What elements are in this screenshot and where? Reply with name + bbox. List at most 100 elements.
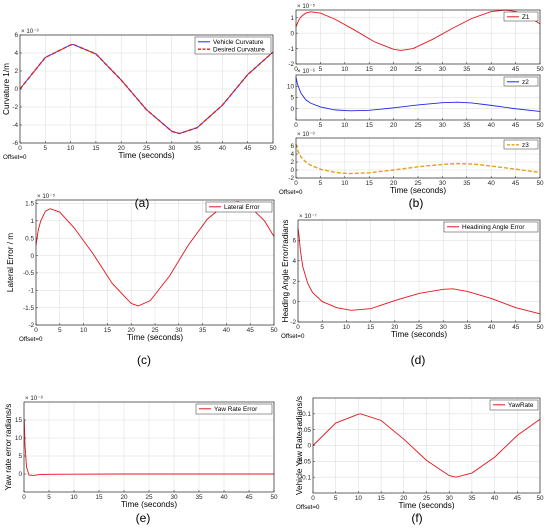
y-tick-label: -0.5	[23, 270, 34, 277]
x-tick-label: 20	[390, 180, 398, 187]
legend-box	[194, 36, 272, 55]
y-tick-label: 2	[292, 278, 296, 285]
x-tick-label: 50	[536, 324, 544, 331]
x-tick-label: 0	[294, 180, 298, 187]
x-tick-label: 45	[512, 66, 520, 73]
legend-box	[195, 403, 273, 415]
y-tick-label: 5	[18, 453, 22, 460]
y-tick-label: 0	[307, 443, 311, 450]
x-tick-label: 30	[175, 327, 183, 334]
y-axis-label: Curvature 1/m	[2, 63, 11, 115]
series-line-yawrate	[312, 413, 541, 478]
x-tick-label: 30	[440, 324, 448, 331]
x-tick-label: 0	[294, 122, 298, 129]
y-tick-label: 6	[290, 143, 294, 150]
x-tick-label: 10	[70, 494, 78, 501]
y-tick-label: 15	[15, 417, 23, 424]
x-tick-label: 45	[244, 145, 252, 152]
y-multiplier-label: × 10⁻⁶	[297, 68, 315, 75]
x-tick-label: 15	[366, 66, 374, 73]
panel-label: (d)	[411, 353, 426, 367]
y-tick-label: 0.1	[302, 411, 311, 418]
legend-box	[503, 11, 539, 22]
y-tick-label: 0	[30, 253, 34, 260]
offset-label: Offset=0	[281, 333, 305, 340]
x-tick-label: 5	[320, 324, 324, 331]
y-tick-label: 0	[14, 86, 18, 93]
y-multiplier-label: × 10⁻⁶	[25, 395, 43, 402]
x-tick-label: 30	[168, 145, 176, 152]
y-tick-label: -1	[28, 287, 34, 294]
x-tick-label: 30	[439, 180, 447, 187]
legend-label: z3	[522, 142, 529, 149]
x-tick-label: 25	[423, 495, 431, 502]
legend-box	[503, 76, 539, 87]
y-tick-label: -2	[290, 319, 296, 326]
y-tick-label: 1.5	[25, 201, 34, 208]
series-line-desired-curvature	[19, 43, 274, 135]
x-tick-label: 0	[34, 327, 38, 334]
legend-label: Vehicle Curvature	[213, 39, 264, 46]
x-tick-label: 25	[145, 494, 153, 501]
legend-label: Z1	[522, 14, 530, 21]
x-tick-label: 30	[439, 66, 447, 73]
y-tick-label: 4	[290, 151, 294, 158]
x-tick-label: 5	[44, 145, 48, 152]
x-tick-label: 5	[319, 122, 323, 129]
x-tick-label: 50	[536, 122, 544, 129]
x-tick-label: 15	[378, 495, 386, 502]
x-tick-label: 40	[220, 494, 228, 501]
x-tick-label: 10	[341, 122, 349, 129]
x-axis-label: Time (seconds)	[121, 500, 177, 509]
y-multiplier-label: × 10⁻³	[297, 131, 315, 138]
x-tick-label: 5	[334, 495, 338, 502]
series-line-yaw-rate-error	[23, 419, 274, 476]
panel-label: (a)	[135, 196, 150, 210]
y-tick-label: -2	[28, 322, 34, 329]
x-tick-label: 45	[512, 180, 520, 187]
x-tick-label: 15	[367, 324, 375, 331]
x-axis-label: Time (seconds)	[390, 186, 446, 195]
x-tick-label: 40	[488, 122, 496, 129]
y-tick-label: 1	[30, 218, 34, 225]
x-tick-label: 50	[536, 495, 544, 502]
y-multiplier-label: × 10⁻³	[21, 28, 39, 35]
x-tick-label: 20	[118, 145, 126, 152]
y-tick-label: 0.05	[299, 427, 312, 434]
series-line-z3	[295, 143, 541, 175]
x-tick-label: 25	[415, 324, 423, 331]
x-tick-label: 45	[512, 324, 520, 331]
x-tick-label: 0	[311, 495, 315, 502]
y-axis-label: Vehicle Yaw Rate radians/s	[295, 396, 304, 495]
x-axis-label: Time (seconds)	[398, 501, 454, 510]
x-tick-label: 40	[491, 495, 499, 502]
x-tick-label: 45	[247, 327, 255, 334]
x-tick-label: 40	[488, 66, 496, 73]
y-tick-label: 0	[292, 299, 296, 306]
x-tick-label: 25	[414, 122, 422, 129]
x-tick-label: 30	[446, 495, 454, 502]
x-tick-label: 10	[343, 324, 351, 331]
x-tick-label: 30	[439, 122, 447, 129]
x-tick-label: 45	[512, 122, 520, 129]
x-tick-label: 40	[488, 180, 496, 187]
offset-label: Offset=0	[296, 504, 320, 511]
x-tick-label: 0	[22, 494, 26, 501]
x-tick-label: 30	[170, 494, 178, 501]
x-tick-label: 50	[536, 66, 544, 73]
y-tick-label: -1	[288, 46, 294, 53]
x-tick-label: 25	[143, 145, 151, 152]
y-tick-label: 10	[287, 83, 295, 90]
x-tick-label: 45	[514, 495, 522, 502]
x-tick-label: 35	[463, 180, 471, 187]
x-tick-label: 25	[414, 66, 422, 73]
panel-label: (c)	[137, 353, 151, 367]
x-tick-label: 20	[128, 327, 136, 334]
y-tick-label: 0	[290, 30, 294, 37]
x-tick-label: 35	[468, 495, 476, 502]
x-tick-label: 40	[219, 145, 227, 152]
legend-box	[443, 221, 539, 233]
y-tick-label: 4	[14, 50, 18, 57]
y-tick-label: -2	[288, 61, 294, 68]
x-tick-label: 5	[47, 494, 51, 501]
